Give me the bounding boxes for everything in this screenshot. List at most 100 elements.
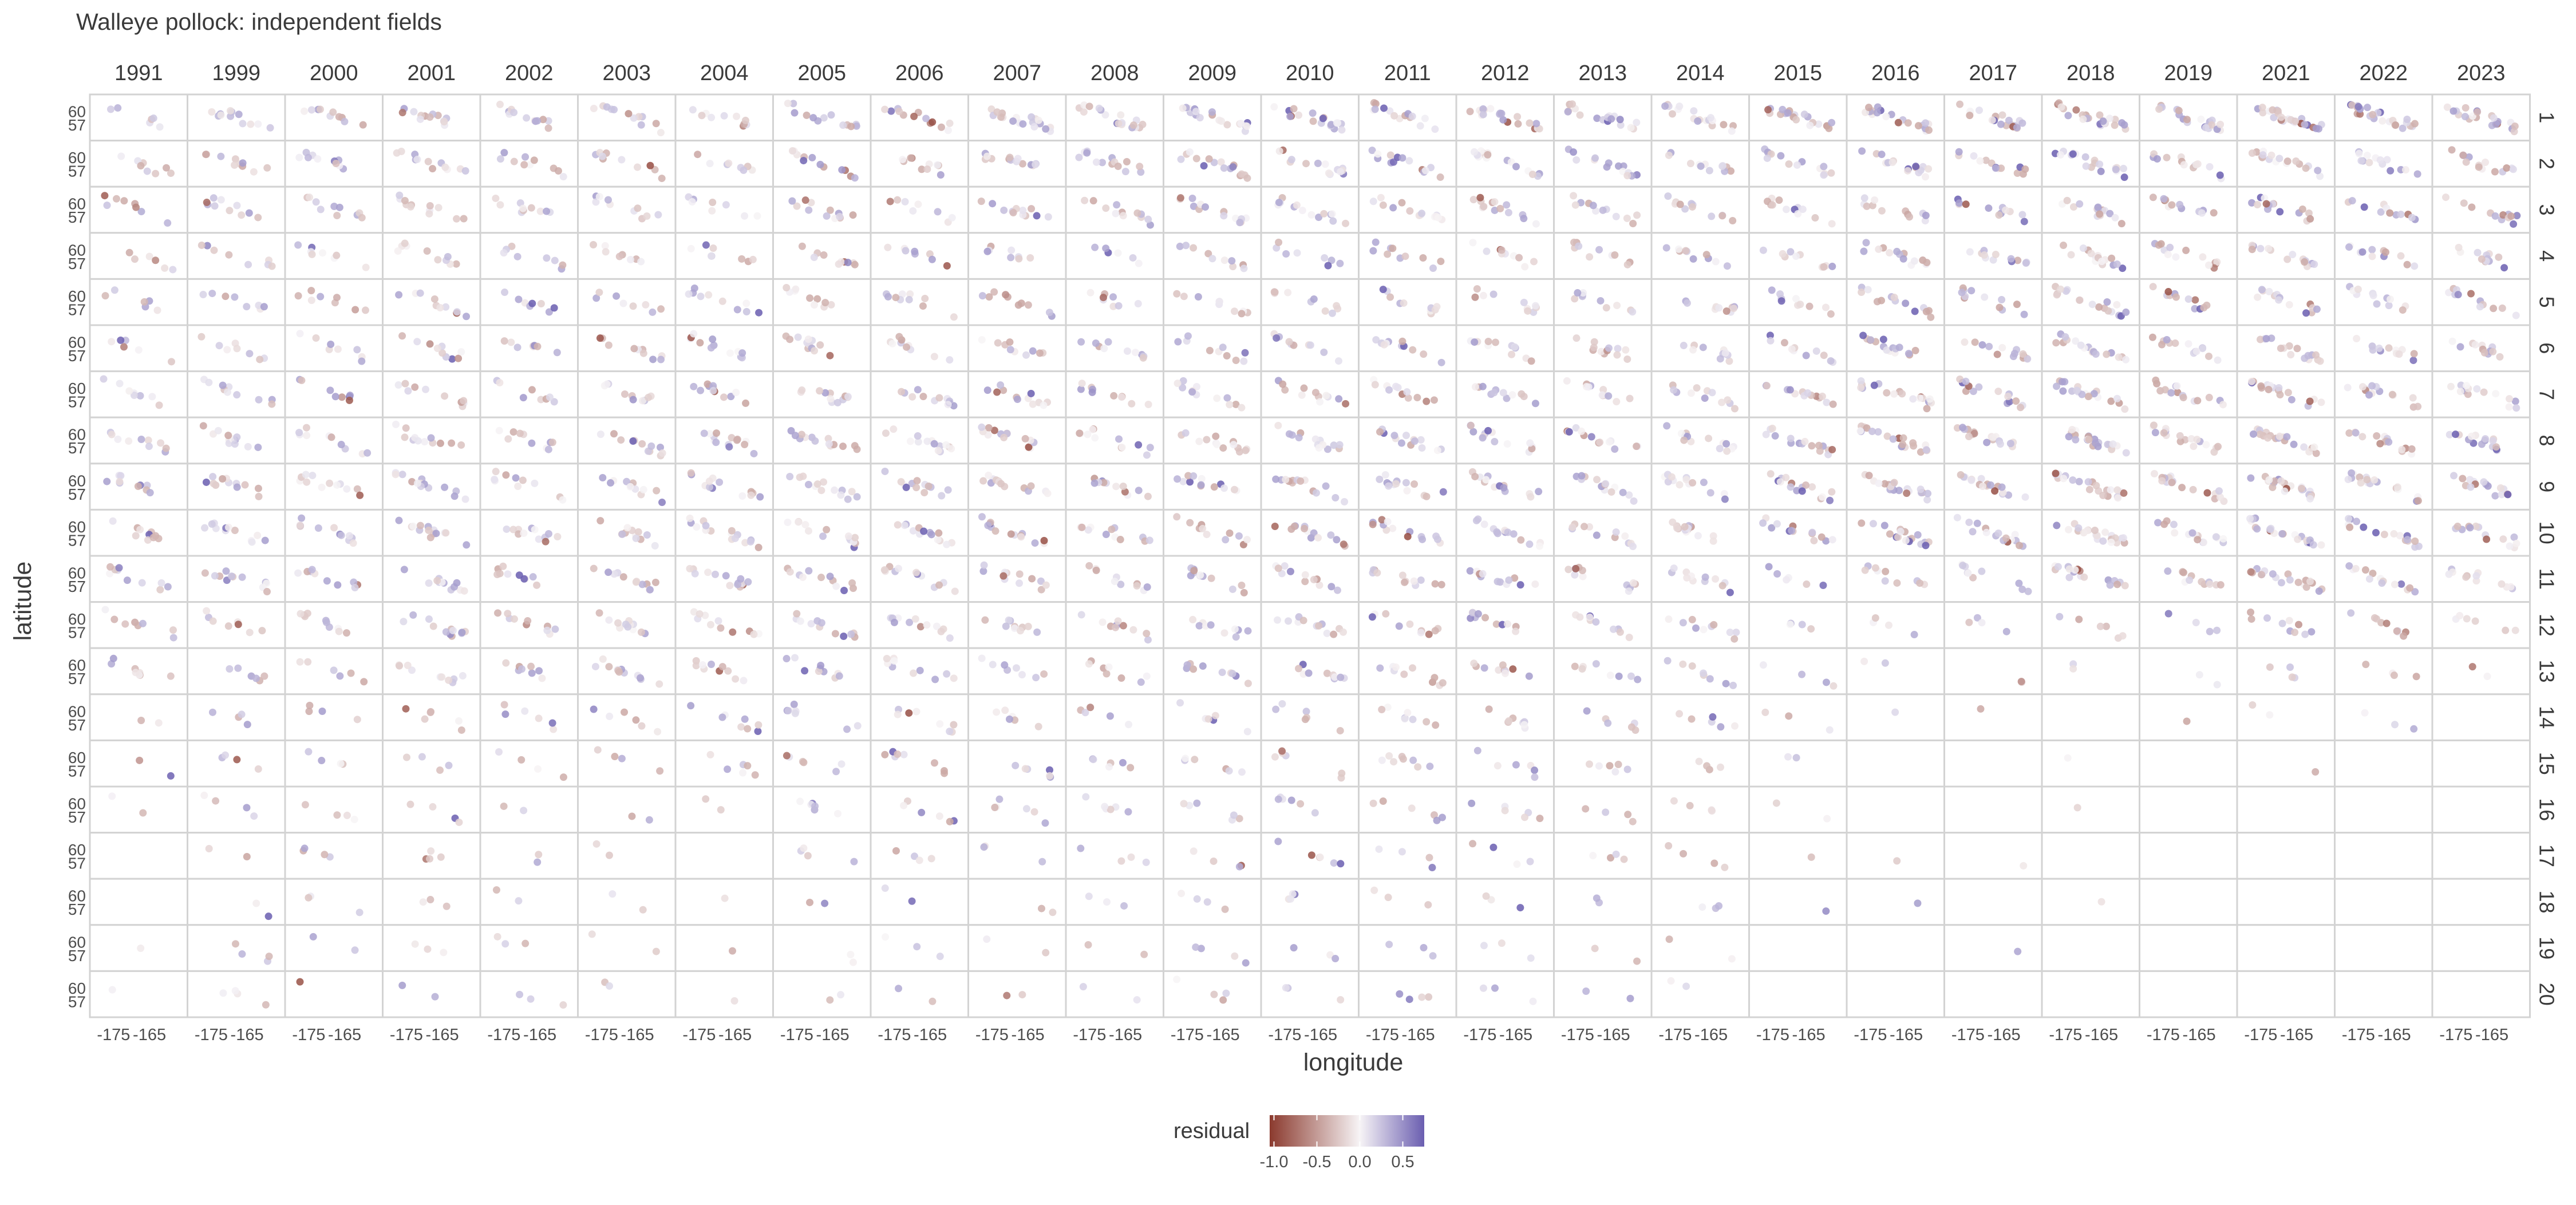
data-point <box>882 429 890 437</box>
data-point <box>496 379 504 387</box>
data-point <box>658 175 666 183</box>
data-point <box>2064 754 2072 762</box>
data-point <box>690 284 698 292</box>
data-point <box>590 240 598 248</box>
data-point <box>200 791 208 799</box>
data-point <box>1721 495 1729 503</box>
data-point <box>1192 108 1200 116</box>
data-point <box>250 812 258 820</box>
data-point <box>738 255 746 263</box>
data-point <box>1176 699 1184 707</box>
data-point <box>1689 479 1697 487</box>
facet-panel <box>2334 93 2433 142</box>
data-point <box>1196 114 1204 122</box>
data-point <box>2445 430 2453 438</box>
data-point <box>136 392 144 400</box>
data-point <box>1592 618 1600 626</box>
data-point <box>629 396 637 404</box>
data-point <box>696 339 704 347</box>
data-point <box>2498 491 2506 499</box>
facet-panel <box>2334 739 2433 788</box>
data-point <box>1105 663 1113 671</box>
data-point <box>827 111 835 119</box>
data-point <box>211 572 219 580</box>
facet-panel <box>2139 93 2238 142</box>
data-point <box>2301 120 2309 128</box>
data-point <box>2462 573 2470 581</box>
data-point <box>653 487 661 495</box>
facet-column-label: 2007 <box>993 61 1041 85</box>
data-point <box>306 701 314 709</box>
data-point <box>1906 213 1914 221</box>
data-point <box>250 168 258 176</box>
data-point <box>211 202 219 210</box>
facet-panel <box>967 278 1067 326</box>
data-point <box>1002 291 1010 299</box>
data-point <box>1386 293 1394 301</box>
facet-panel <box>89 185 188 234</box>
data-point <box>2358 248 2366 256</box>
data-point <box>1570 192 1578 200</box>
data-point <box>2512 539 2520 547</box>
data-point <box>2120 489 2128 497</box>
data-point <box>1899 255 1907 263</box>
panel-border <box>2236 555 2336 603</box>
facet-panel <box>1358 416 1457 465</box>
data-point <box>1603 163 1611 171</box>
facet-panel <box>2236 739 2336 788</box>
data-point <box>1423 718 1431 726</box>
data-point <box>460 587 468 595</box>
data-point <box>1967 476 1976 484</box>
data-point <box>1806 121 1814 129</box>
data-point <box>836 212 844 220</box>
data-point <box>1765 563 1773 571</box>
data-point <box>1471 338 1479 346</box>
panel-border <box>284 785 384 834</box>
data-point <box>1369 520 1377 528</box>
data-point <box>531 479 539 487</box>
data-point <box>228 572 236 580</box>
data-point <box>946 728 954 736</box>
data-point <box>302 471 310 479</box>
data-point <box>233 202 241 210</box>
facet-panel <box>1748 278 1848 326</box>
data-point <box>1825 124 1833 132</box>
data-point <box>1508 350 1516 358</box>
data-point <box>1583 707 1591 715</box>
facet-panel <box>187 140 286 188</box>
data-point <box>627 255 635 263</box>
data-point <box>528 386 536 394</box>
data-point <box>720 393 728 401</box>
data-point <box>2502 626 2510 634</box>
data-point <box>938 492 946 500</box>
data-point <box>1301 716 1309 724</box>
facet-panel <box>577 555 677 603</box>
data-point <box>1979 483 1987 491</box>
facet-panel <box>577 370 677 418</box>
data-point <box>1203 531 1211 539</box>
data-point <box>2062 287 2070 295</box>
data-point <box>1298 391 1306 399</box>
data-point <box>835 260 843 268</box>
data-point <box>2473 385 2481 393</box>
data-point <box>1818 493 1826 501</box>
data-point <box>1115 435 1123 443</box>
data-point <box>554 532 562 540</box>
data-point <box>519 476 527 484</box>
data-point <box>2247 474 2255 482</box>
data-point <box>686 564 694 572</box>
data-point <box>1145 536 1153 544</box>
data-point <box>2346 523 2354 531</box>
facet-panel <box>187 416 286 465</box>
data-point <box>1143 630 1151 638</box>
data-point <box>1683 299 1691 307</box>
facet-panel <box>1846 693 1945 741</box>
data-point <box>1080 108 1088 116</box>
data-point <box>2286 576 2294 584</box>
data-point <box>1773 570 1781 578</box>
facet-panel <box>1163 416 1262 465</box>
data-point <box>1590 343 1598 351</box>
facet-panel <box>1943 140 2043 188</box>
data-point <box>687 244 695 252</box>
data-point <box>623 524 631 532</box>
